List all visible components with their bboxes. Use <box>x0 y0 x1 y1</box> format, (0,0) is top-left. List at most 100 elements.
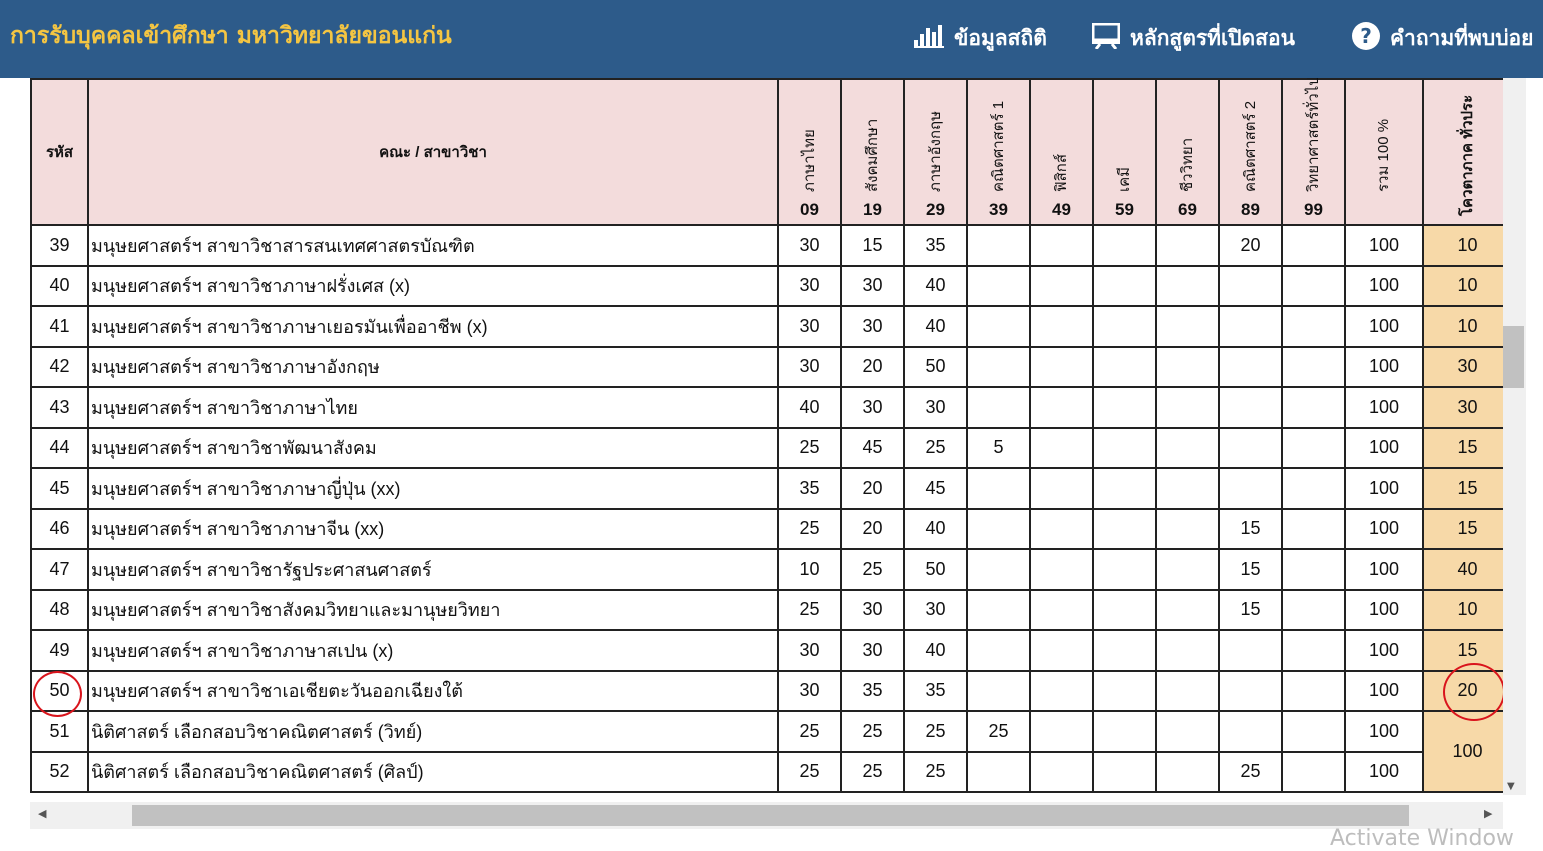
score-cell <box>966 224 1031 267</box>
row-faculty-major: มนุษยศาสตร์ฯ สาขาวิชาพัฒนาสังคม <box>87 426 779 469</box>
subject-code: 29 <box>926 200 945 219</box>
score-cell <box>1155 467 1220 510</box>
score-cell <box>1281 467 1346 510</box>
score-cell <box>1029 264 1094 307</box>
vertical-scrollbar-thumb[interactable] <box>1503 326 1524 388</box>
activate-windows-watermark: Activate Window <box>1330 826 1514 851</box>
score-cell <box>1092 264 1157 307</box>
horizontal-scrollbar-thumb[interactable] <box>132 805 1409 826</box>
right-margin <box>1526 78 1543 845</box>
score-cell: 40 <box>903 629 968 672</box>
score-cell <box>1218 426 1283 469</box>
nav-statistics[interactable]: ข้อมูลสถิติ <box>914 22 1047 55</box>
score-cell: 25 <box>777 507 842 550</box>
score-cell: 25 <box>903 750 968 793</box>
row-code: 46 <box>30 507 89 550</box>
table-row: 51 นิติศาสตร์ เลือกสอบวิชาคณิตศาสตร์ (วิท… <box>30 710 1503 793</box>
row-faculty-major: มนุษยศาสตร์ฯ สาขาวิชาสังคมวิทยาและมานุษย… <box>87 588 779 631</box>
scroll-down-arrow-icon[interactable]: ▼ <box>1507 781 1515 792</box>
row-quota: 15 <box>1422 426 1503 469</box>
score-cell <box>1281 669 1346 712</box>
row-faculty-major: นิติศาสตร์ เลือกสอบวิชาคณิตศาสตร์ (ศิลป์… <box>87 750 779 793</box>
score-cell <box>1029 629 1094 672</box>
presentation-icon <box>1091 22 1121 54</box>
score-cell: 30 <box>777 224 842 267</box>
row-quota: 30 <box>1422 386 1503 429</box>
score-cell: 25 <box>777 588 842 631</box>
score-cell <box>1281 750 1346 793</box>
score-cell <box>966 548 1031 591</box>
row-total: 100 <box>1344 710 1424 753</box>
highlight-circle-code <box>33 671 82 717</box>
score-cell <box>1092 507 1157 550</box>
score-cell: 30 <box>777 305 842 348</box>
score-cell <box>1029 588 1094 631</box>
score-cell: 35 <box>903 669 968 712</box>
score-cell: 15 <box>1218 588 1283 631</box>
table-body: 39 มนุษยศาสตร์ฯ สาขาวิชาสารสนเทศศาสตรบัณฑ… <box>30 224 1503 793</box>
score-cell <box>1155 305 1220 348</box>
score-cell <box>1281 264 1346 307</box>
score-cell: 30 <box>777 669 842 712</box>
quota-header-label: โควตาภาค ทั่วประ <box>1458 94 1476 216</box>
row-total: 100 <box>1344 426 1424 469</box>
subject-code: 49 <box>1052 200 1071 219</box>
score-cell <box>966 507 1031 550</box>
score-cell: 35 <box>777 467 842 510</box>
row-faculty-major: มนุษยศาสตร์ฯ สาขาวิชาภาษาจีน (xx) <box>87 507 779 550</box>
row-total: 100 <box>1344 669 1424 712</box>
score-cell <box>1155 588 1220 631</box>
table-row: 41 มนุษยศาสตร์ฯ สาขาวิชาภาษาเยอรมันเพื่ออ… <box>30 305 1503 348</box>
score-cell <box>1092 669 1157 712</box>
score-cell <box>1092 345 1157 388</box>
vertical-scrollbar-track[interactable] <box>1503 78 1526 795</box>
table-row: 47 มนุษยศาสตร์ฯ สาขาวิชารัฐประศาสนศาสตร์ 1… <box>30 548 1503 591</box>
table-row: 48 มนุษยศาสตร์ฯ สาขาวิชาสังคมวิทยาและมานุ… <box>30 588 1503 631</box>
faculty-major-header: คณะ / สาขาวิชา <box>87 78 779 226</box>
row-code: 44 <box>30 426 89 469</box>
scroll-right-arrow-icon[interactable]: ▶ <box>1484 807 1493 820</box>
row-total: 100 <box>1344 507 1424 550</box>
nav-courses[interactable]: หลักสูตรที่เปิดสอน <box>1091 22 1295 55</box>
score-cell: 25 <box>777 750 842 793</box>
score-cell <box>1281 305 1346 348</box>
row-total: 100 <box>1344 264 1424 307</box>
score-cell: 20 <box>840 507 905 550</box>
score-cell: 15 <box>1218 507 1283 550</box>
score-cell <box>1029 386 1094 429</box>
row-quota: 10 <box>1422 305 1503 348</box>
row-faculty-major: มนุษยศาสตร์ฯ สาขาวิชาภาษาญี่ปุ่น (xx) <box>87 467 779 510</box>
score-cell: 30 <box>840 588 905 631</box>
subject-name: ภาษาอังกฤษ <box>926 110 944 192</box>
scroll-left-arrow-icon[interactable]: ◀ <box>38 807 47 820</box>
subject-name: คณิตศาสตร์ 2 <box>1241 100 1259 192</box>
nav-statistics-label: ข้อมูลสถิติ <box>954 26 1047 50</box>
row-code: 42 <box>30 345 89 388</box>
score-cell <box>1155 426 1220 469</box>
score-cell <box>1281 507 1346 550</box>
row-quota: 10 <box>1422 264 1503 307</box>
row-faculty-major: มนุษยศาสตร์ฯ สาขาวิชาภาษาเยอรมันเพื่ออาช… <box>87 305 779 348</box>
score-cell <box>1281 426 1346 469</box>
nav-faq[interactable]: ? คำถามที่พบบ่อย <box>1352 22 1533 55</box>
row-total: 100 <box>1344 548 1424 591</box>
score-cell: 15 <box>840 224 905 267</box>
row-code: 47 <box>30 548 89 591</box>
score-cell <box>1281 710 1346 753</box>
subject-header-99: วิทยาศาสตร์ทั่วไป 99 <box>1281 78 1346 226</box>
score-cell <box>966 264 1031 307</box>
score-cell <box>1092 386 1157 429</box>
score-cell <box>1092 305 1157 348</box>
score-cell <box>1155 710 1220 753</box>
quota-header: โควตาภาค ทั่วประ <box>1422 78 1503 226</box>
subject-header-59: เคมี 59 <box>1092 78 1157 226</box>
score-cell: 40 <box>903 264 968 307</box>
score-cell <box>1092 548 1157 591</box>
svg-text:?: ? <box>1360 24 1372 48</box>
row-total: 100 <box>1344 305 1424 348</box>
score-cell <box>1029 305 1094 348</box>
row-faculty-major: มนุษยศาสตร์ฯ สาขาวิชาสารสนเทศศาสตรบัณฑิต <box>87 224 779 267</box>
score-cell <box>1281 386 1346 429</box>
subject-name: สังคมศึกษา <box>863 118 881 192</box>
site-title[interactable]: การรับบุคคลเข้าศึกษา มหาวิทยาลัยขอนแก่น <box>10 23 452 49</box>
